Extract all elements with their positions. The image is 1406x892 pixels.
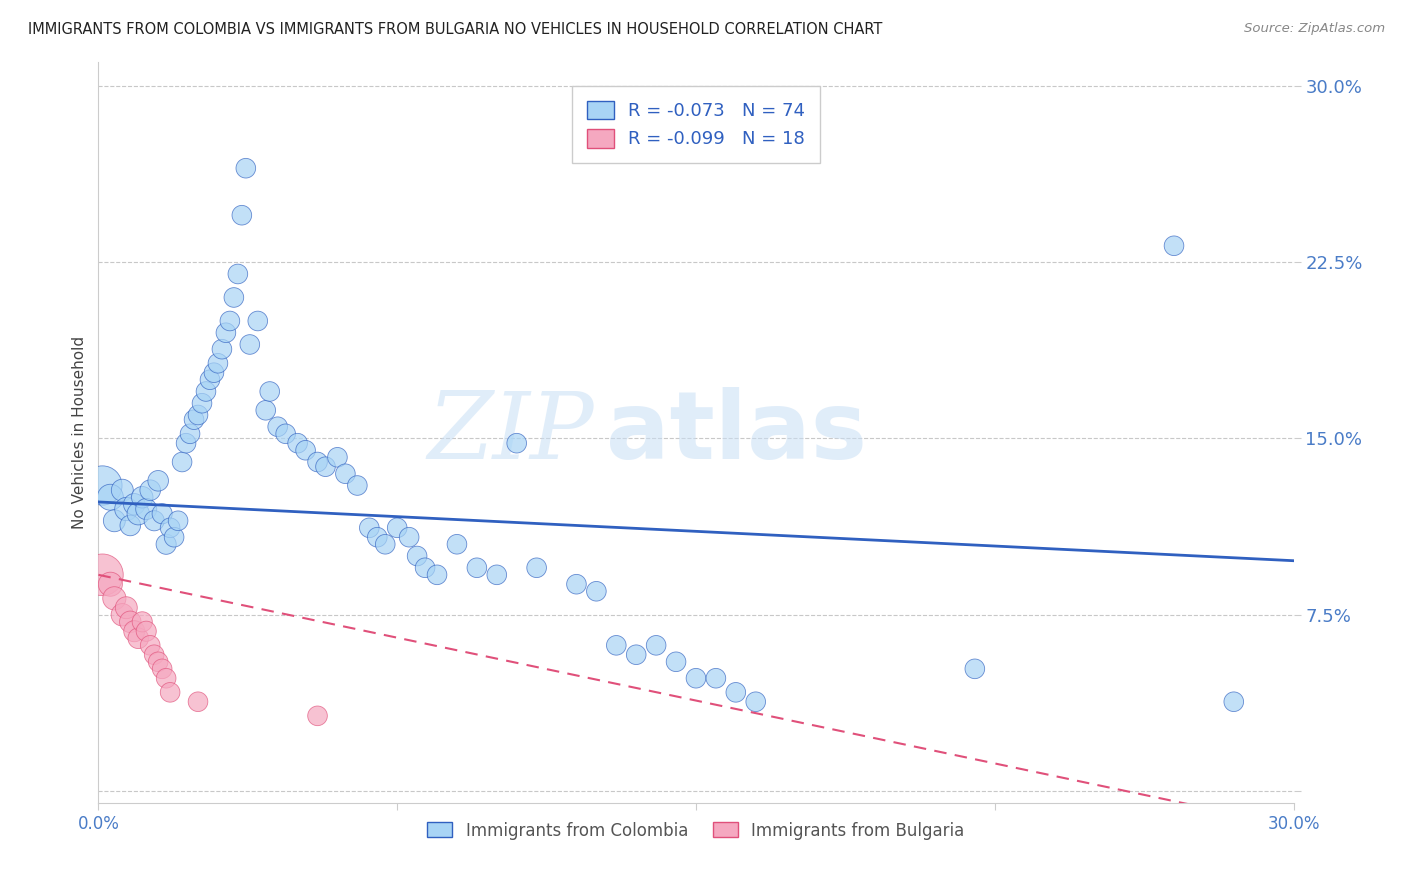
Point — [246, 314, 269, 328]
Point — [179, 426, 201, 441]
Point — [159, 521, 181, 535]
Point — [398, 530, 420, 544]
Point — [963, 662, 986, 676]
Point — [226, 267, 249, 281]
Point — [148, 474, 170, 488]
Point — [135, 502, 157, 516]
Point — [307, 709, 329, 723]
Point — [645, 638, 668, 652]
Point — [346, 478, 368, 492]
Point — [202, 366, 225, 380]
Point — [172, 455, 194, 469]
Point — [131, 615, 153, 629]
Point — [191, 396, 214, 410]
Point — [155, 671, 177, 685]
Point — [526, 561, 548, 575]
Point — [231, 208, 253, 222]
Point — [724, 685, 747, 699]
Point — [124, 624, 146, 639]
Point — [215, 326, 238, 340]
Point — [187, 695, 209, 709]
Point — [259, 384, 281, 399]
Point — [219, 314, 242, 328]
Text: Source: ZipAtlas.com: Source: ZipAtlas.com — [1244, 22, 1385, 36]
Text: IMMIGRANTS FROM COLOMBIA VS IMMIGRANTS FROM BULGARIA NO VEHICLES IN HOUSEHOLD CO: IMMIGRANTS FROM COLOMBIA VS IMMIGRANTS F… — [28, 22, 883, 37]
Point — [287, 436, 309, 450]
Point — [148, 655, 170, 669]
Point — [198, 373, 221, 387]
Point — [111, 607, 134, 622]
Point — [124, 497, 146, 511]
Point — [143, 648, 166, 662]
Point — [274, 426, 297, 441]
Point — [131, 490, 153, 504]
Point — [135, 624, 157, 639]
Point — [685, 671, 707, 685]
Point — [187, 408, 209, 422]
Point — [183, 413, 205, 427]
Point — [704, 671, 727, 685]
Point — [163, 530, 186, 544]
Point — [374, 537, 396, 551]
Point — [485, 567, 508, 582]
Point — [326, 450, 349, 465]
Point — [159, 685, 181, 699]
Point — [139, 483, 162, 498]
Point — [127, 507, 149, 521]
Point — [167, 514, 190, 528]
Point — [103, 591, 125, 606]
Point — [413, 561, 436, 575]
Point — [506, 436, 529, 450]
Point — [115, 600, 138, 615]
Point — [98, 490, 122, 504]
Point — [91, 478, 114, 492]
Point — [91, 567, 114, 582]
Point — [385, 521, 409, 535]
Point — [150, 507, 173, 521]
Point — [426, 567, 449, 582]
Point — [335, 467, 357, 481]
Point — [143, 514, 166, 528]
Point — [745, 695, 768, 709]
Point — [1223, 695, 1246, 709]
Point — [139, 638, 162, 652]
Point — [239, 337, 262, 351]
Point — [585, 584, 607, 599]
Point — [254, 403, 277, 417]
Point — [127, 632, 149, 646]
Point — [315, 459, 337, 474]
Text: ZIP: ZIP — [427, 388, 595, 477]
Point — [120, 615, 142, 629]
Point — [120, 518, 142, 533]
Point — [446, 537, 468, 551]
Point — [465, 561, 488, 575]
Point — [359, 521, 381, 535]
Point — [115, 502, 138, 516]
Point — [174, 436, 197, 450]
Point — [294, 443, 316, 458]
Point — [307, 455, 329, 469]
Point — [155, 537, 177, 551]
Point — [267, 419, 290, 434]
Point — [565, 577, 588, 591]
Point — [235, 161, 257, 176]
Point — [103, 514, 125, 528]
Legend: Immigrants from Colombia, Immigrants from Bulgaria: Immigrants from Colombia, Immigrants fro… — [420, 815, 972, 847]
Point — [605, 638, 627, 652]
Point — [665, 655, 688, 669]
Point — [1163, 239, 1185, 253]
Point — [222, 290, 245, 304]
Text: atlas: atlas — [606, 386, 868, 479]
Point — [207, 356, 229, 370]
Point — [98, 577, 122, 591]
Y-axis label: No Vehicles in Household: No Vehicles in Household — [72, 336, 87, 529]
Point — [111, 483, 134, 498]
Point — [150, 662, 173, 676]
Point — [195, 384, 218, 399]
Point — [406, 549, 429, 563]
Point — [366, 530, 388, 544]
Point — [626, 648, 648, 662]
Point — [211, 342, 233, 356]
